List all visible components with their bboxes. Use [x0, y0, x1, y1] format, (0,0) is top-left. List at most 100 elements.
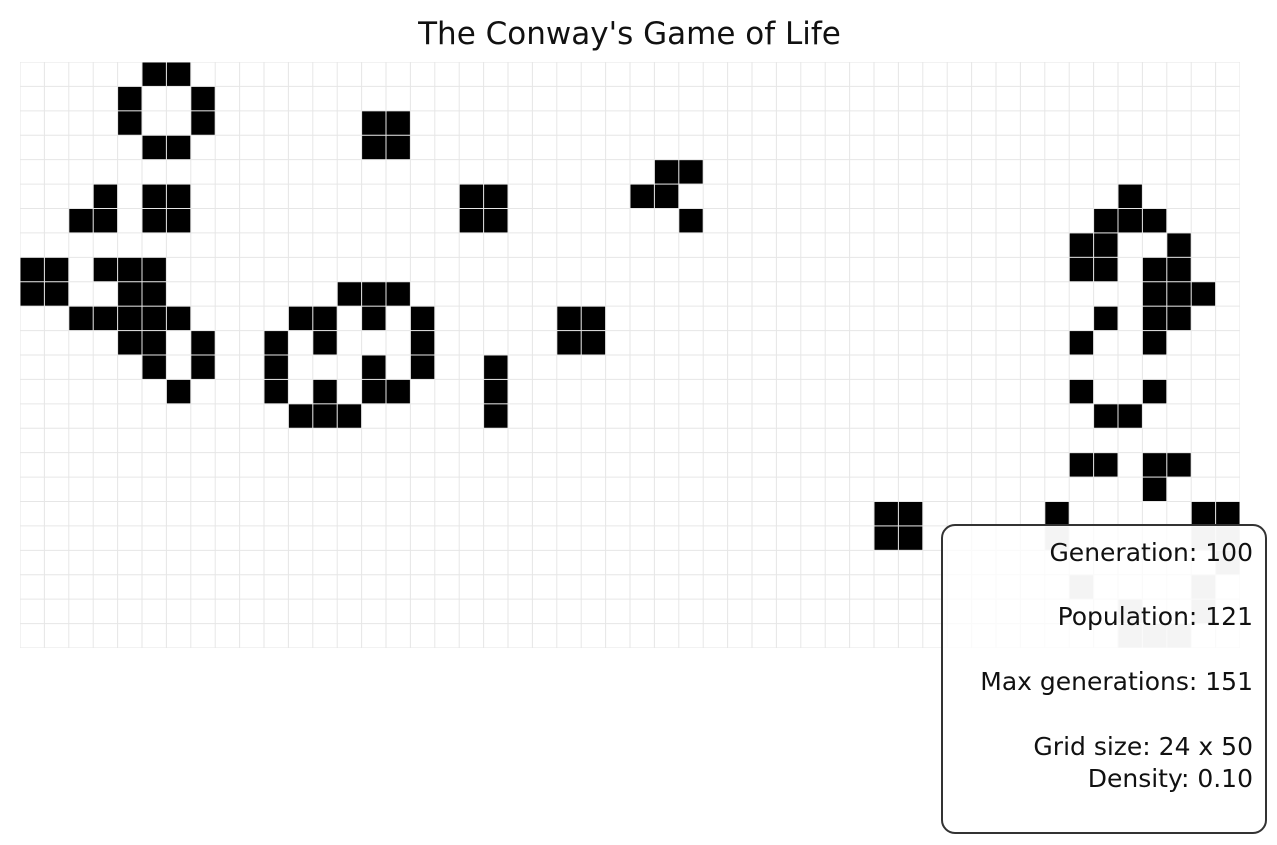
chart-title: The Conway's Game of Life: [418, 16, 841, 52]
alive-cell: [118, 306, 142, 331]
alive-cell: [93, 257, 118, 282]
alive-cell: [313, 331, 337, 355]
alive-cell: [1069, 233, 1094, 257]
alive-cell: [166, 209, 191, 233]
alive-cell: [313, 306, 337, 331]
alive-cell: [362, 306, 386, 331]
alive-cell: [1069, 379, 1094, 404]
alive-cell: [386, 282, 410, 306]
alive-cell: [484, 184, 508, 208]
alive-cell: [191, 331, 215, 355]
alive-cell: [20, 257, 44, 282]
alive-cell: [1142, 306, 1167, 331]
alive-cell: [1142, 379, 1167, 404]
alive-cell: [484, 355, 508, 379]
alive-cell: [1142, 257, 1167, 282]
alive-cell: [484, 404, 508, 428]
info-panel: Generation: 100 Population: 121 Max gene…: [941, 524, 1267, 834]
alive-cell: [1069, 257, 1094, 282]
alive-cell: [166, 135, 191, 160]
alive-cell: [362, 282, 386, 306]
alive-cell: [654, 160, 679, 184]
alive-cell: [484, 209, 508, 233]
alive-cell: [1167, 306, 1191, 331]
alive-cell: [410, 355, 435, 379]
alive-cell: [93, 184, 118, 208]
alive-cell: [459, 209, 484, 233]
max-generations-label: Max generations: 151: [980, 667, 1253, 696]
alive-cell: [1142, 453, 1167, 477]
alive-cell: [1069, 453, 1094, 477]
alive-cell: [581, 306, 606, 331]
alive-cell: [654, 184, 679, 208]
alive-cell: [557, 306, 581, 331]
alive-cell: [1069, 331, 1094, 355]
alive-cell: [313, 404, 337, 428]
alive-cell: [288, 404, 313, 428]
alive-cell: [1142, 477, 1167, 501]
alive-cell: [362, 379, 386, 404]
alive-cell: [1142, 209, 1167, 233]
alive-cell: [1094, 257, 1118, 282]
alive-cell: [630, 184, 654, 208]
alive-cell: [362, 355, 386, 379]
alive-cell: [679, 160, 703, 184]
alive-cell: [191, 355, 215, 379]
alive-cell: [337, 404, 362, 428]
alive-cell: [313, 379, 337, 404]
alive-cell: [1167, 233, 1191, 257]
alive-cell: [679, 209, 703, 233]
alive-cell: [337, 282, 362, 306]
alive-cell: [142, 184, 166, 208]
alive-cell: [581, 331, 606, 355]
alive-cell: [1045, 502, 1069, 526]
alive-cell: [142, 306, 166, 331]
alive-cell: [1167, 453, 1191, 477]
alive-cell: [1167, 282, 1191, 306]
alive-cell: [166, 184, 191, 208]
alive-cell: [1191, 282, 1216, 306]
alive-cell: [166, 62, 191, 86]
alive-cell: [191, 86, 215, 111]
life-board: [20, 62, 1240, 648]
alive-cell: [20, 282, 44, 306]
alive-cell: [264, 355, 288, 379]
alive-cell: [1191, 502, 1216, 526]
alive-cell: [1167, 257, 1191, 282]
alive-cell: [264, 379, 288, 404]
alive-cell: [362, 135, 386, 160]
alive-cell: [1118, 404, 1142, 428]
alive-cell: [484, 379, 508, 404]
alive-cell: [142, 355, 166, 379]
alive-cell: [118, 282, 142, 306]
alive-cell: [44, 257, 69, 282]
alive-cell: [874, 502, 898, 526]
alive-cell: [1142, 282, 1167, 306]
alive-cell: [166, 306, 191, 331]
grid-size-label: Grid size: 24 x 50: [1033, 732, 1253, 761]
alive-cell: [362, 111, 386, 135]
alive-cell: [142, 62, 166, 86]
alive-cell: [1094, 209, 1118, 233]
alive-cell: [93, 306, 118, 331]
life-grid: [20, 62, 1240, 648]
alive-cell: [118, 331, 142, 355]
alive-cell: [1094, 453, 1118, 477]
alive-cell: [118, 257, 142, 282]
alive-cell: [386, 379, 410, 404]
alive-cell: [69, 306, 93, 331]
alive-cell: [410, 331, 435, 355]
alive-cell: [898, 526, 923, 550]
alive-cell: [1216, 502, 1240, 526]
alive-cell: [386, 111, 410, 135]
alive-cell: [118, 86, 142, 111]
alive-cell: [191, 111, 215, 135]
alive-cell: [166, 379, 191, 404]
alive-cell: [459, 184, 484, 208]
generation-label: Generation: 100: [1049, 538, 1253, 567]
alive-cell: [142, 282, 166, 306]
alive-cell: [874, 526, 898, 550]
alive-cell: [69, 209, 93, 233]
population-label: Population: 121: [1057, 602, 1253, 631]
alive-cell: [1094, 306, 1118, 331]
